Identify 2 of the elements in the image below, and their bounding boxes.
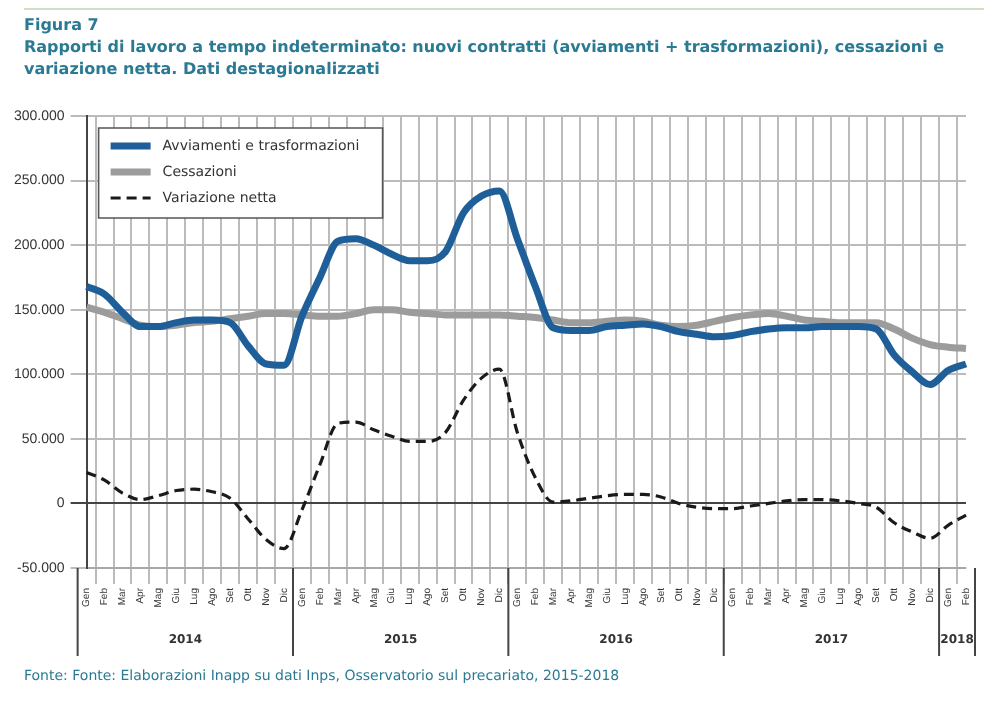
chart-subtitle: Rapporti di lavoro a tempo indeterminato: nuovi contratti (avviamenti + trasformazioni), cessazioni e variazione netta. Dati destagionalizzati: [24, 36, 947, 80]
chart-title: Figura 7: [24, 14, 101, 36]
